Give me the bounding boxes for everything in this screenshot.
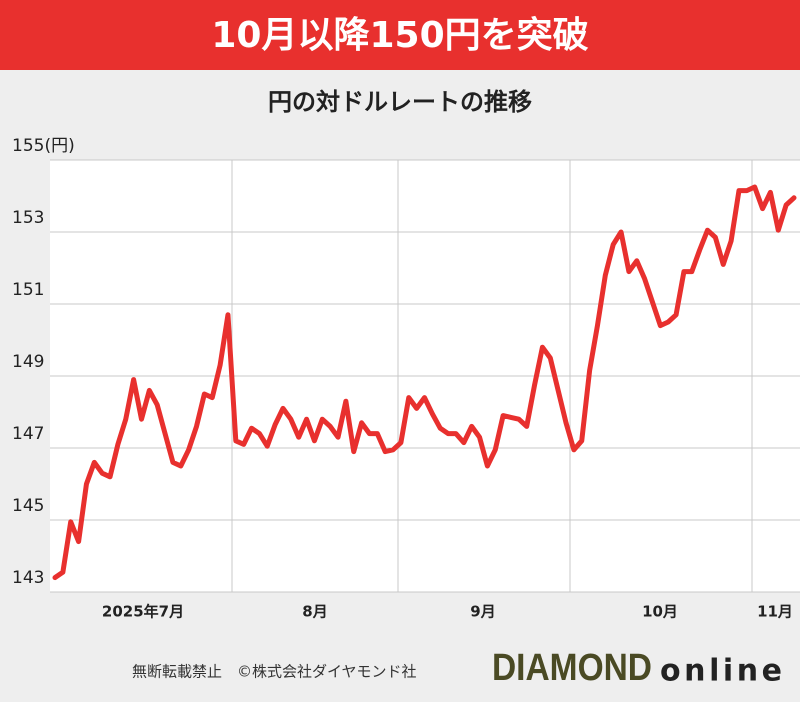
y-tick-label: 153 [12, 208, 44, 228]
x-tick-label: 11月 [757, 603, 793, 621]
y-tick-label: 155(円) [12, 136, 75, 156]
chart-title: 10月以降150円を突破 [211, 15, 588, 56]
header-band [0, 0, 800, 70]
copyright: 無断転載禁止 ©株式会社ダイヤモンド社 [132, 663, 417, 681]
footer-band [0, 640, 800, 702]
rate-line [52, 184, 797, 581]
logo-main: DIAMOND [492, 647, 652, 689]
x-tick-label: 10月 [642, 603, 678, 621]
x-tick-label: 2025年7月 [102, 603, 184, 621]
y-tick-label: 147 [12, 424, 44, 444]
y-tick-label: 149 [12, 352, 44, 372]
x-tick-label: 9月 [470, 603, 495, 621]
y-tick-label: 145 [12, 496, 44, 516]
y-tick-label: 143 [12, 568, 44, 588]
y-tick-label: 151 [12, 280, 44, 300]
chart-subtitle: 円の対ドルレートの推移 [268, 88, 532, 116]
x-tick-label: 8月 [302, 603, 327, 621]
